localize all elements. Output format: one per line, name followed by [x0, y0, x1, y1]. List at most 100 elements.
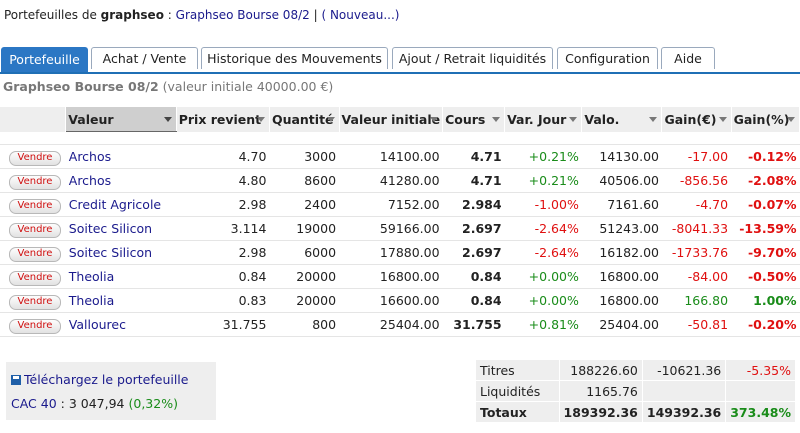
col-quantite[interactable]: Quantité	[269, 107, 340, 132]
tab-configuration[interactable]: Configuration	[557, 47, 658, 69]
download-label: Téléchargez le portefeuille	[24, 372, 189, 387]
col-valeur[interactable]: Valeur	[65, 107, 177, 132]
col-action	[0, 107, 67, 132]
cell-valo: 16800.00	[581, 288, 662, 313]
sort-icon[interactable]	[569, 117, 578, 122]
cell-valeur[interactable]: Soitec Silicon	[65, 216, 177, 241]
tab-portefeuille[interactable]: Portefeuille	[1, 47, 88, 72]
table-row: Vendre Soitec Silicon 3.114 19000 59166.00 2.…	[0, 216, 800, 241]
cell-gain-eur: 166.80	[661, 288, 732, 313]
cell-var-jour: +0.21%	[504, 144, 582, 169]
new-portfolio-link[interactable]: ( Nouveau...)	[321, 8, 400, 22]
sort-icon[interactable]	[492, 117, 501, 122]
header-separator: :	[167, 8, 172, 22]
cell-valo: 25404.00	[581, 312, 662, 337]
cell-action: Vendre	[0, 192, 66, 217]
tab-aide[interactable]: Aide	[661, 47, 715, 69]
tab-achat-vente[interactable]: Achat / Vente	[91, 47, 198, 69]
sort-down-icon[interactable]	[163, 117, 172, 122]
summary-valo: 189392.36	[559, 401, 643, 423]
sell-button[interactable]: Vendre	[9, 174, 61, 190]
cell-gain-pct: 1.00%	[731, 288, 800, 313]
cell-valeur-initiale: 41280.00	[339, 168, 443, 193]
page-header: Portefeuilles de graphseo : Graphseo Bou…	[4, 8, 399, 22]
sell-button[interactable]: Vendre	[9, 222, 61, 238]
sell-button[interactable]: Vendre	[9, 294, 61, 310]
col-prix[interactable]: Prix revient	[176, 107, 270, 132]
col-gain-eur[interactable]: Gain(€)	[661, 107, 732, 132]
cell-quantite: 20000	[269, 264, 340, 289]
col-gain-pct[interactable]: Gain(%)	[731, 107, 800, 132]
cell-valeur[interactable]: Soitec Silicon	[65, 240, 177, 265]
table-header: Valeur Prix revient Quantité Valeur init…	[0, 107, 800, 132]
cell-valeur-initiale: 7152.00	[339, 192, 443, 217]
cell-prix: 2.98	[176, 240, 270, 265]
cell-valo: 51243.00	[581, 216, 662, 241]
sell-button[interactable]: Vendre	[9, 270, 61, 286]
summary-label: Titres	[476, 360, 560, 381]
cac40-label: CAC 40	[11, 396, 57, 411]
cell-valeur[interactable]: Credit Agricole	[65, 192, 177, 217]
sort-icon[interactable]	[256, 117, 265, 122]
cell-prix: 31.755	[176, 312, 270, 337]
cell-valeur[interactable]: Vallourec	[65, 312, 177, 337]
sell-button[interactable]: Vendre	[9, 198, 61, 214]
table-row: Vendre Archos 4.70 3000 14100.00 4.71 +0.21% 14…	[0, 144, 800, 169]
cell-valeur-initiale: 59166.00	[339, 216, 443, 241]
col-valo[interactable]: Valo.	[581, 107, 663, 132]
summary-valo: 188226.60	[559, 360, 643, 381]
tab-bar: Portefeuille Achat / Vente Historique de…	[0, 47, 800, 74]
cell-action: Vendre	[0, 288, 66, 313]
cell-gain-eur: -1733.76	[661, 240, 732, 265]
sell-button[interactable]: Vendre	[9, 318, 61, 334]
sell-button[interactable]: Vendre	[9, 150, 61, 166]
cell-gain-eur: -50.81	[661, 312, 732, 337]
sell-button[interactable]: Vendre	[9, 246, 61, 262]
sort-icon[interactable]	[430, 117, 439, 122]
tab-liquidites[interactable]: Ajout / Retrait liquidités	[392, 47, 553, 69]
summary-valo: 1165.76	[559, 380, 643, 402]
header-pipe: |	[313, 8, 318, 22]
col-var-label: Var. Jour	[507, 111, 567, 127]
floppy-disk-icon	[11, 375, 21, 385]
cell-gain-eur: -856.56	[661, 168, 732, 193]
portfolio-subtitle: Graphseo Bourse 08/2 (valeur initiale 40…	[3, 79, 333, 94]
sort-icon[interactable]	[787, 117, 795, 122]
sort-icon[interactable]	[718, 117, 727, 122]
col-valeur-initiale[interactable]: Valeur initiale	[339, 107, 444, 132]
cell-cours: 2.697	[442, 240, 505, 265]
cell-var-jour: +0.81%	[504, 312, 582, 337]
col-var-jour[interactable]: Var. Jour	[504, 107, 583, 132]
download-portfolio-link[interactable]: Téléchargez le portefeuille	[11, 372, 188, 387]
cell-prix: 0.84	[176, 264, 270, 289]
portfolio-link[interactable]: Graphseo Bourse 08/2	[175, 8, 310, 22]
cell-quantite: 2400	[269, 192, 340, 217]
table-row: Vendre Soitec Silicon 2.98 6000 17880.00 2.69…	[0, 240, 800, 265]
cell-prix: 4.80	[176, 168, 270, 193]
sort-icon[interactable]	[649, 117, 658, 122]
user-name: graphseo	[100, 8, 164, 22]
cell-action: Vendre	[0, 240, 66, 265]
col-gainpct-label: Gain(%)	[733, 111, 790, 127]
table-row: Vendre Vallourec 31.755 800 25404.00 31.755 +0…	[0, 312, 800, 337]
col-cours[interactable]: Cours	[442, 107, 506, 132]
summary-gain: 149392.36	[642, 401, 727, 423]
col-prix-label: Prix revient	[178, 111, 262, 127]
cell-gain-pct: -2.08%	[731, 168, 800, 193]
cell-valeur[interactable]: Archos	[65, 168, 177, 193]
cell-valeur[interactable]: Theolia	[65, 264, 177, 289]
tab-historique[interactable]: Historique des Mouvements	[201, 47, 388, 69]
portfolio-name: Graphseo Bourse 08/2	[3, 79, 159, 94]
cell-cours: 2.697	[442, 216, 505, 241]
cell-action: Vendre	[0, 144, 66, 169]
cell-action: Vendre	[0, 312, 66, 337]
cell-action: Vendre	[0, 168, 66, 193]
summary-label: Liquidités	[476, 380, 560, 402]
cell-valeur[interactable]: Archos	[65, 144, 177, 169]
cell-var-jour: +0.00%	[504, 264, 582, 289]
cell-cours: 0.84	[442, 264, 505, 289]
cell-valeur[interactable]: Theolia	[65, 288, 177, 313]
sort-icon[interactable]	[326, 117, 335, 122]
summary-totaux: Totaux 189392.36 149392.36 373.48%	[476, 401, 796, 423]
cell-quantite: 3000	[269, 144, 340, 169]
